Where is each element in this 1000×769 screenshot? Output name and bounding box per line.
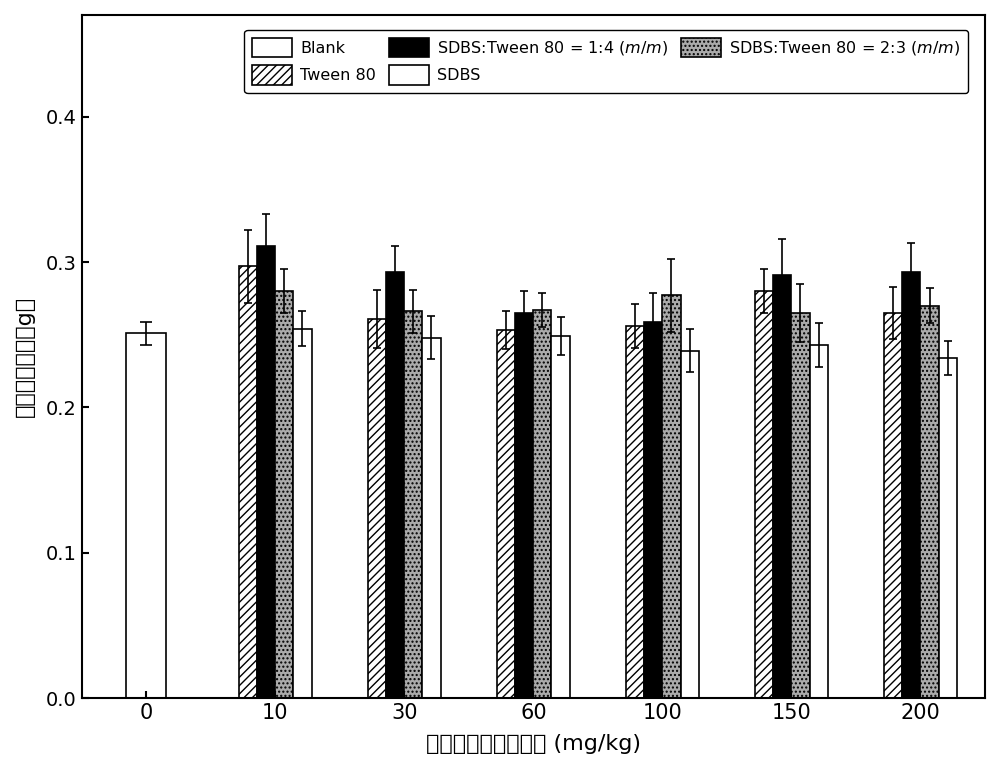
Bar <box>368 318 386 698</box>
Bar <box>939 358 957 698</box>
Bar <box>662 295 681 698</box>
Bar <box>791 313 810 698</box>
Bar <box>626 326 644 698</box>
Bar <box>404 311 422 698</box>
Bar <box>644 321 662 698</box>
Bar <box>257 246 275 698</box>
Bar <box>275 291 293 698</box>
Bar <box>902 272 920 698</box>
X-axis label: 投加表面活性剂剂量 (mg/kg): 投加表面活性剂剂量 (mg/kg) <box>426 734 641 754</box>
Bar <box>773 275 791 698</box>
Bar <box>681 351 699 698</box>
Bar <box>755 291 773 698</box>
Bar <box>422 338 441 698</box>
Bar <box>239 266 257 698</box>
Bar <box>515 313 533 698</box>
Legend: Blank, Tween 80, SDBS:Tween 80 = 1:4 ($m/m$), SDBS, SDBS:Tween 80 = 2:3 ($m/m$): Blank, Tween 80, SDBS:Tween 80 = 1:4 ($m… <box>244 30 968 93</box>
Bar <box>884 313 902 698</box>
Bar <box>533 310 551 698</box>
Bar <box>551 336 570 698</box>
Bar <box>810 345 828 698</box>
Y-axis label: 黑麦草根干重（g）: 黑麦草根干重（g） <box>15 296 35 417</box>
Bar <box>126 333 166 698</box>
Bar <box>293 329 312 698</box>
Bar <box>497 331 515 698</box>
Bar <box>386 272 404 698</box>
Bar <box>920 305 939 698</box>
